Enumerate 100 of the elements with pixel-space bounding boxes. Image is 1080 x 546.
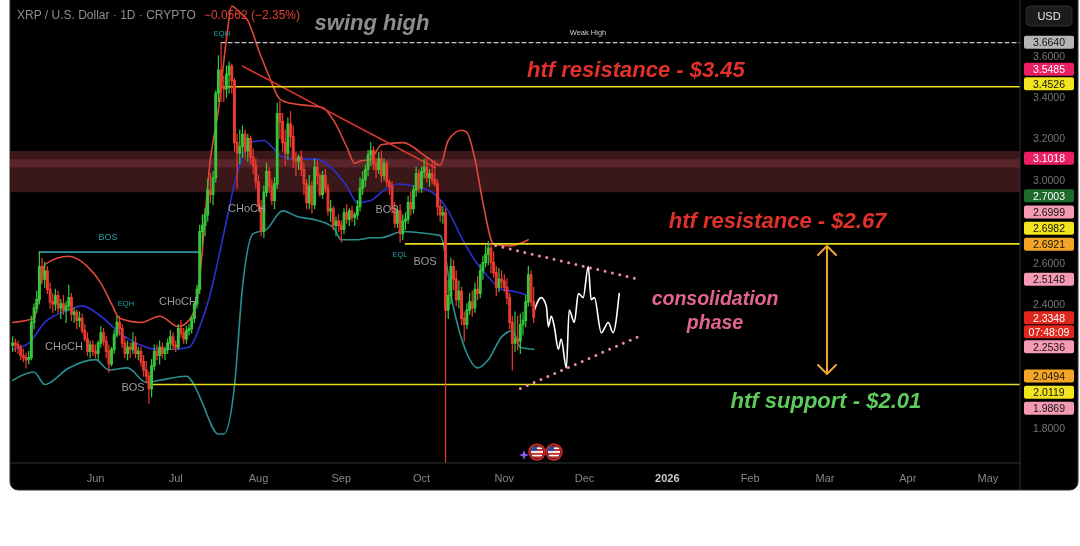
candlestick <box>160 342 164 359</box>
candlestick <box>136 346 140 361</box>
candlestick <box>91 340 95 357</box>
candlestick <box>473 282 477 313</box>
x-tick-label: Dec <box>574 472 595 484</box>
candlestick <box>342 208 346 235</box>
candlestick <box>88 340 92 359</box>
candlestick <box>219 42 223 102</box>
y-tick-label: 1.8000 <box>1032 421 1066 434</box>
candlestick <box>227 61 231 94</box>
text: 2.6982 <box>1032 222 1066 235</box>
annotation: CHoCH <box>159 295 197 307</box>
text: 07:48:09 <box>1028 325 1070 338</box>
text: 2.3348 <box>1032 311 1066 324</box>
y-tick-label: 3.2000 <box>1032 132 1066 145</box>
x-tick-label: Mar <box>815 472 835 484</box>
text: 2.7003 <box>1032 189 1066 202</box>
candlestick <box>40 257 44 284</box>
text: XRP / U.S. Dollar · 1D · CRYPTO <box>17 8 196 22</box>
annotation: CHoCH <box>45 340 83 352</box>
candlestick <box>441 206 445 224</box>
candlestick <box>417 168 421 193</box>
candlestick <box>171 332 175 350</box>
line-series <box>532 265 621 369</box>
candlestick <box>297 154 300 171</box>
annotation: BOS <box>413 255 437 267</box>
candlestick <box>486 241 490 266</box>
candlestick <box>516 315 520 350</box>
candlestick <box>19 344 23 361</box>
x-tick-label: Sep <box>331 472 352 484</box>
candlestick <box>94 344 97 359</box>
annotation: htf resistance - $2.67 <box>668 207 889 233</box>
candlestick <box>168 330 172 350</box>
candlestick <box>518 313 522 355</box>
annotation: BOS <box>121 381 145 393</box>
x-tick-label: Apr <box>899 472 917 484</box>
text: 3.6640 <box>1032 36 1066 49</box>
x-tick-label: Nov <box>494 472 515 484</box>
text: 2.0494 <box>1032 370 1066 382</box>
candlestick <box>158 340 162 365</box>
candlestick <box>425 156 429 183</box>
text: 2.6999 <box>1032 206 1066 218</box>
candlestick <box>238 129 242 164</box>
candlestick <box>184 325 188 344</box>
candlestick <box>334 216 338 237</box>
candlestick <box>70 292 73 321</box>
x-tick-label: Jun <box>86 472 105 484</box>
y-tick-label: 3.6000 <box>1032 49 1066 62</box>
annotation: swing high <box>314 9 430 35</box>
text: 3.4526 <box>1032 77 1066 90</box>
x-tick-label: Aug <box>248 472 269 484</box>
candlestick <box>347 208 351 226</box>
candlestick <box>331 206 335 231</box>
candlestick <box>382 158 386 181</box>
candlestick <box>155 344 159 361</box>
candlestick <box>62 294 65 315</box>
candlestick <box>513 311 517 352</box>
candlestick <box>350 206 354 222</box>
candlestick <box>489 243 493 274</box>
y-tick-label: 2.6000 <box>1032 256 1066 269</box>
candlestick <box>497 268 501 293</box>
candlestick <box>131 332 135 355</box>
x-tick-label: Jul <box>168 472 183 484</box>
x-tick-label: 2026 <box>655 472 680 484</box>
x-tick-label: Oct <box>412 472 431 484</box>
candlestick <box>476 276 480 301</box>
annotation: BOS <box>98 232 118 242</box>
text: 2.6921 <box>1032 238 1066 251</box>
candlestick <box>398 204 402 243</box>
candlestick <box>246 133 250 162</box>
text: 2.5148 <box>1032 273 1066 286</box>
text: 2.2536 <box>1032 340 1066 353</box>
y-tick-label: 2.4000 <box>1032 297 1066 310</box>
annotation: htf resistance - $3.45 <box>527 56 746 82</box>
candlestick <box>444 208 447 463</box>
candlestick <box>176 323 180 350</box>
annotation: htf support - $2.01 <box>730 387 922 413</box>
y-tick-label: 3.4000 <box>1032 91 1066 104</box>
text: 3.5485 <box>1032 63 1066 76</box>
candlestick <box>379 150 383 183</box>
text: 2.0119 <box>1033 386 1065 399</box>
candlestick <box>409 191 413 216</box>
candlestick <box>225 65 228 98</box>
y-axis-title: USD <box>1037 10 1061 22</box>
text: 1.9869 <box>1032 402 1066 415</box>
candlestick <box>24 352 28 369</box>
candlestick <box>500 270 504 288</box>
text: 3.1018 <box>1032 152 1066 165</box>
candlestick <box>310 181 314 214</box>
candlestick <box>313 158 317 210</box>
x-tick-label: May <box>977 472 999 484</box>
candlestick <box>430 162 434 185</box>
candlestick <box>72 307 76 324</box>
candlestick <box>43 261 47 288</box>
candlestick <box>377 152 381 175</box>
candlestick <box>329 199 333 222</box>
candlestick <box>243 129 247 160</box>
candlestick <box>457 280 461 309</box>
candlestick <box>428 168 431 187</box>
candlestick <box>59 299 63 319</box>
